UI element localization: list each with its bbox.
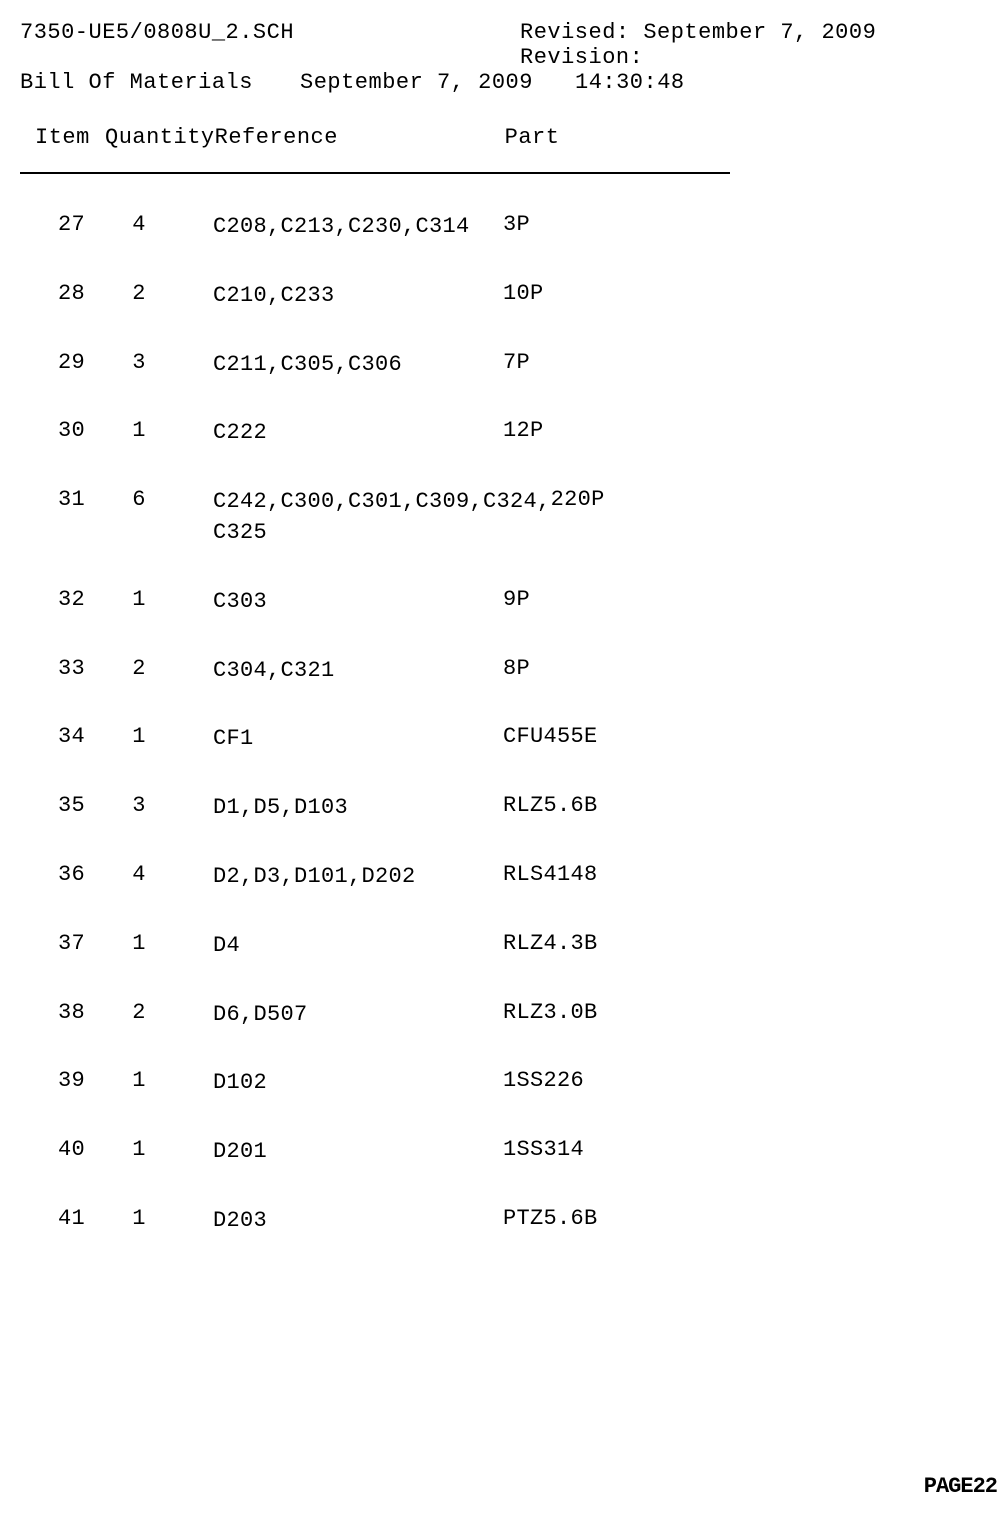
table-row: 36 4 D2,D3,D101,D202 RLS4148: [35, 862, 977, 893]
cell-quantity: 1: [105, 1068, 213, 1093]
cell-part: 220P: [551, 487, 977, 512]
cell-quantity: 6: [105, 487, 213, 512]
table-row: 41 1 D203 PTZ5.6B: [35, 1206, 977, 1237]
revised-block: Revised: September 7, 2009: [520, 20, 977, 45]
separator-line: [20, 172, 730, 174]
header-row-2: Bill Of Materials September 7, 2009 14:3…: [20, 70, 977, 95]
table-row: 37 1 D4 RLZ4.3B: [35, 931, 977, 962]
cell-reference: C222: [213, 418, 503, 449]
cell-item: 38: [35, 1000, 105, 1025]
cell-part: 1SS314: [503, 1137, 977, 1162]
cell-reference: C242,C300,C301,C309,C324, C325: [213, 487, 551, 549]
cell-reference: D4: [213, 931, 503, 962]
cell-part: RLZ5.6B: [503, 793, 977, 818]
cell-reference: D2,D3,D101,D202: [213, 862, 503, 893]
cell-part: RLS4148: [503, 862, 977, 887]
cell-item: 40: [35, 1137, 105, 1162]
cell-item: 30: [35, 418, 105, 443]
cell-reference: D201: [213, 1137, 503, 1168]
cell-quantity: 1: [105, 931, 213, 956]
cell-item: 31: [35, 487, 105, 512]
cell-quantity: 3: [105, 350, 213, 375]
cell-item: 33: [35, 656, 105, 681]
table-row: 28 2 C210,C233 10P: [35, 281, 977, 312]
column-header-part: Part: [505, 125, 977, 150]
cell-reference: C303: [213, 587, 503, 618]
column-header-item: Item: [35, 125, 105, 150]
cell-quantity: 1: [105, 418, 213, 443]
revised-label: Revised:: [520, 20, 630, 45]
table-row: 30 1 C222 12P: [35, 418, 977, 449]
cell-part: PTZ5.6B: [503, 1206, 977, 1231]
cell-part: 12P: [503, 418, 977, 443]
cell-part: 8P: [503, 656, 977, 681]
cell-reference: D102: [213, 1068, 503, 1099]
cell-quantity: 4: [105, 862, 213, 887]
cell-reference: D6,D507: [213, 1000, 503, 1031]
cell-item: 34: [35, 724, 105, 749]
document-header: 7350-UE5/0808U_2.SCH Revised: September …: [20, 20, 977, 95]
cell-part: RLZ4.3B: [503, 931, 977, 956]
table-row: 38 2 D6,D507 RLZ3.0B: [35, 1000, 977, 1031]
cell-item: 35: [35, 793, 105, 818]
table-row: 34 1 CF1 CFU455E: [35, 724, 977, 755]
table-header: Item Quantity Reference Part: [20, 125, 977, 150]
cell-reference: C211,C305,C306: [213, 350, 503, 381]
table-row: 33 2 C304,C321 8P: [35, 656, 977, 687]
cell-quantity: 4: [105, 212, 213, 237]
cell-quantity: 1: [105, 724, 213, 749]
revision-line: Revision:: [520, 45, 977, 70]
table-row: 29 3 C211,C305,C306 7P: [35, 350, 977, 381]
revised-date: September 7, 2009: [643, 20, 876, 45]
table-row: 39 1 D102 1SS226: [35, 1068, 977, 1099]
cell-reference: CF1: [213, 724, 503, 755]
cell-quantity: 2: [105, 281, 213, 306]
cell-quantity: 1: [105, 587, 213, 612]
cell-reference: C208,C213,C230,C314: [213, 212, 503, 243]
cell-quantity: 2: [105, 1000, 213, 1025]
bom-title: Bill Of Materials: [20, 70, 300, 95]
table-body: 27 4 C208,C213,C230,C314 3P 28 2 C210,C2…: [20, 212, 977, 1237]
table-row: 27 4 C208,C213,C230,C314 3P: [35, 212, 977, 243]
cell-item: 27: [35, 212, 105, 237]
cell-reference: C210,C233: [213, 281, 503, 312]
bom-time: 14:30:48: [575, 70, 977, 95]
cell-reference: C304,C321: [213, 656, 503, 687]
cell-reference: D1,D5,D103: [213, 793, 503, 824]
cell-item: 36: [35, 862, 105, 887]
filename: 7350-UE5/0808U_2.SCH: [20, 20, 520, 45]
cell-quantity: 2: [105, 656, 213, 681]
cell-part: 10P: [503, 281, 977, 306]
table-row: 40 1 D201 1SS314: [35, 1137, 977, 1168]
cell-part: RLZ3.0B: [503, 1000, 977, 1025]
column-header-reference: Reference: [215, 125, 505, 150]
cell-item: 29: [35, 350, 105, 375]
cell-part: 1SS226: [503, 1068, 977, 1093]
header-row-1: 7350-UE5/0808U_2.SCH Revised: September …: [20, 20, 977, 45]
page-number: PAGE22: [924, 1474, 997, 1499]
cell-part: 3P: [503, 212, 977, 237]
cell-item: 39: [35, 1068, 105, 1093]
cell-item: 41: [35, 1206, 105, 1231]
cell-item: 37: [35, 931, 105, 956]
cell-quantity: 3: [105, 793, 213, 818]
cell-item: 28: [35, 281, 105, 306]
cell-part: 7P: [503, 350, 977, 375]
column-header-quantity: Quantity: [105, 125, 215, 150]
cell-quantity: 1: [105, 1206, 213, 1231]
cell-item: 32: [35, 587, 105, 612]
bom-date: September 7, 2009: [300, 70, 575, 95]
table-row: 32 1 C303 9P: [35, 587, 977, 618]
cell-part: 9P: [503, 587, 977, 612]
cell-part: CFU455E: [503, 724, 977, 749]
cell-quantity: 1: [105, 1137, 213, 1162]
table-row: 35 3 D1,D5,D103 RLZ5.6B: [35, 793, 977, 824]
table-row: 31 6 C242,C300,C301,C309,C324, C325 220P: [35, 487, 977, 549]
cell-reference: D203: [213, 1206, 503, 1237]
